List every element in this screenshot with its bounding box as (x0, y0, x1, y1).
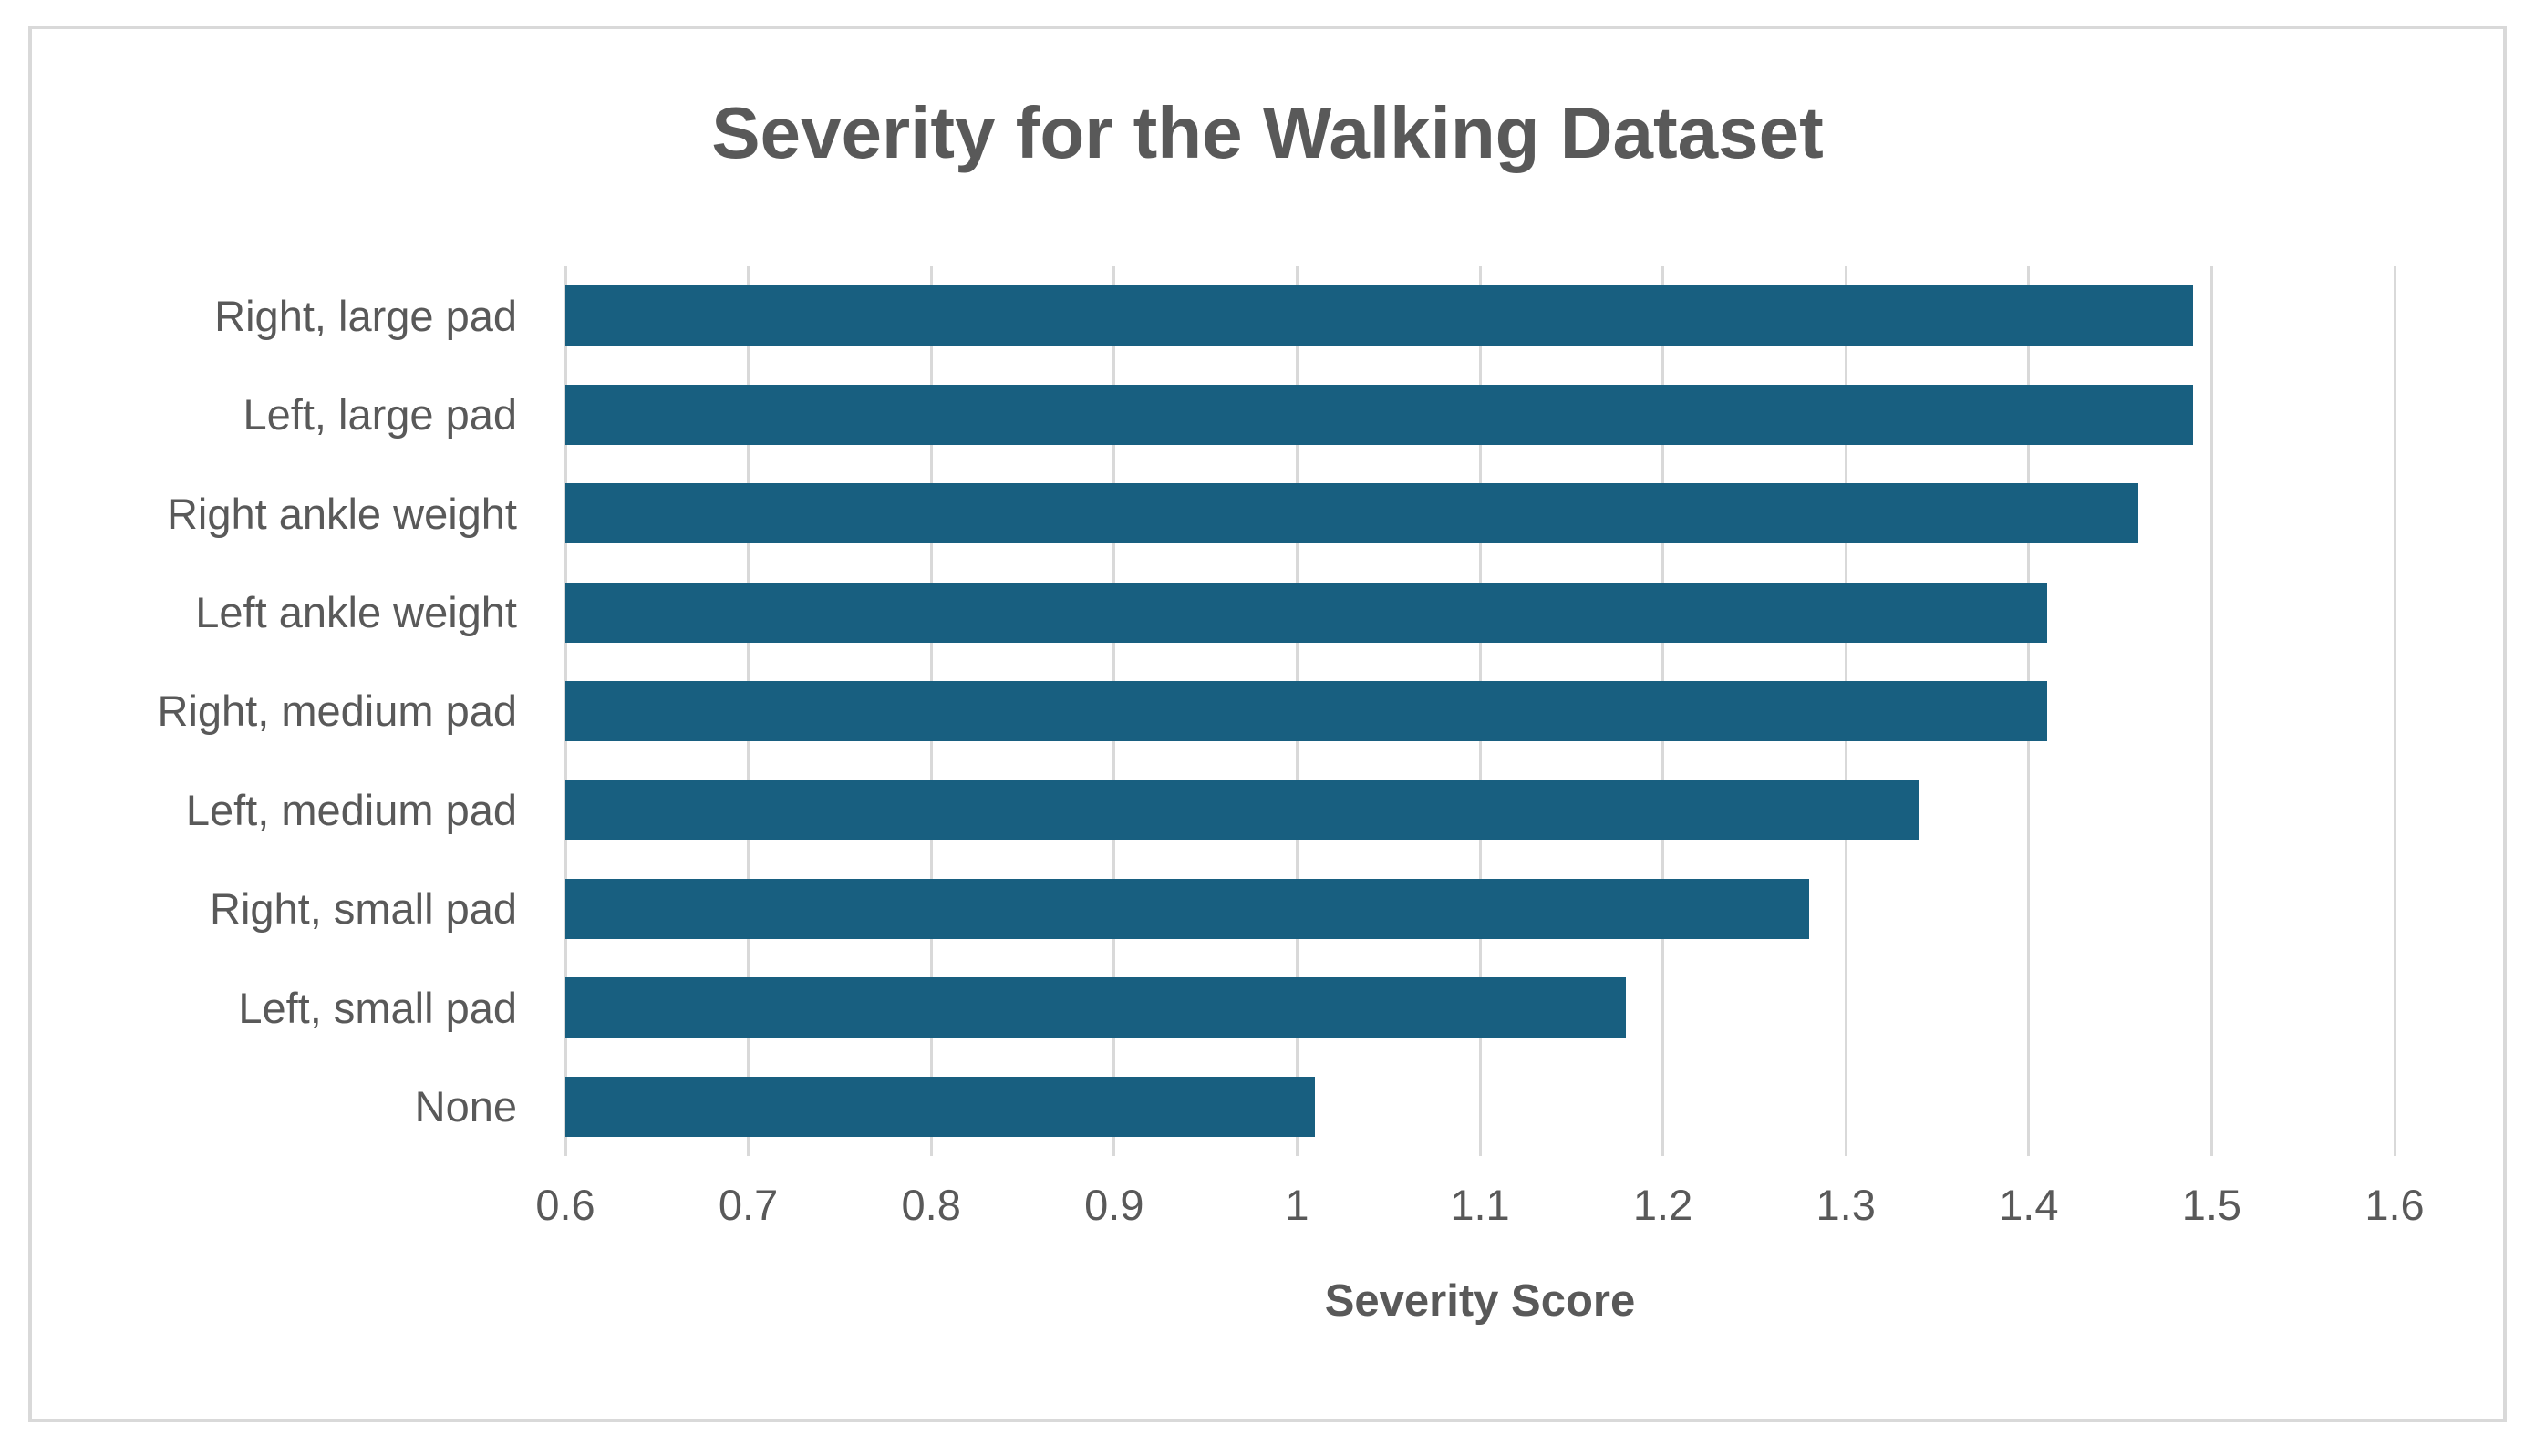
category-label: Left, large pad (243, 390, 518, 439)
x-tick-label: 0.9 (1084, 1181, 1144, 1229)
y-axis-category-labels: Right, large pad Left, large pad Right ank… (50, 266, 517, 1156)
bar (565, 977, 1627, 1038)
bar (565, 384, 2194, 445)
bar (565, 878, 1810, 939)
x-tick-label: 1.4 (1999, 1181, 2059, 1229)
category-label: Right, large pad (214, 291, 517, 340)
bar (565, 582, 2047, 643)
category-label: Left, medium pad (185, 785, 517, 834)
x-tick-label: 1.5 (2181, 1181, 2242, 1229)
x-tick-label: 1.3 (1816, 1181, 1876, 1229)
bar (565, 780, 1919, 841)
x-axis-tick-labels: 0.6 0.7 0.8 0.9 1 1.1 1.2 1.3 1.4 1.5 1.6 (535, 1178, 2424, 1233)
x-tick-label: 0.7 (718, 1181, 779, 1229)
bar (565, 285, 2194, 346)
bar (565, 1076, 1316, 1137)
chart-title: Severity for the Walking Dataset (711, 92, 1824, 173)
x-tick-label: 0.8 (901, 1181, 961, 1229)
chart-frame: Severity for the Walking Dataset Right, … (28, 26, 2507, 1422)
gridline (2209, 266, 2213, 1156)
bar (565, 681, 2047, 741)
gridline (2393, 266, 2396, 1156)
category-label: Left, small pad (238, 983, 517, 1032)
x-tick-label: 1.2 (1632, 1181, 1693, 1229)
category-label: Left ankle weight (195, 588, 517, 637)
category-label: Right, small pad (210, 884, 517, 934)
x-tick-label: 1.1 (1450, 1181, 1510, 1229)
category-label: Right ankle weight (166, 489, 517, 538)
plot-area (564, 266, 2396, 1156)
category-label: None (414, 1082, 517, 1131)
x-axis-title: Severity Score (1324, 1276, 1636, 1326)
category-label: Right, medium pad (157, 687, 517, 736)
bar (565, 483, 2139, 544)
x-tick-label: 1 (1285, 1181, 1309, 1229)
x-tick-label: 0.6 (535, 1181, 595, 1229)
x-tick-label: 1.6 (2364, 1181, 2425, 1229)
